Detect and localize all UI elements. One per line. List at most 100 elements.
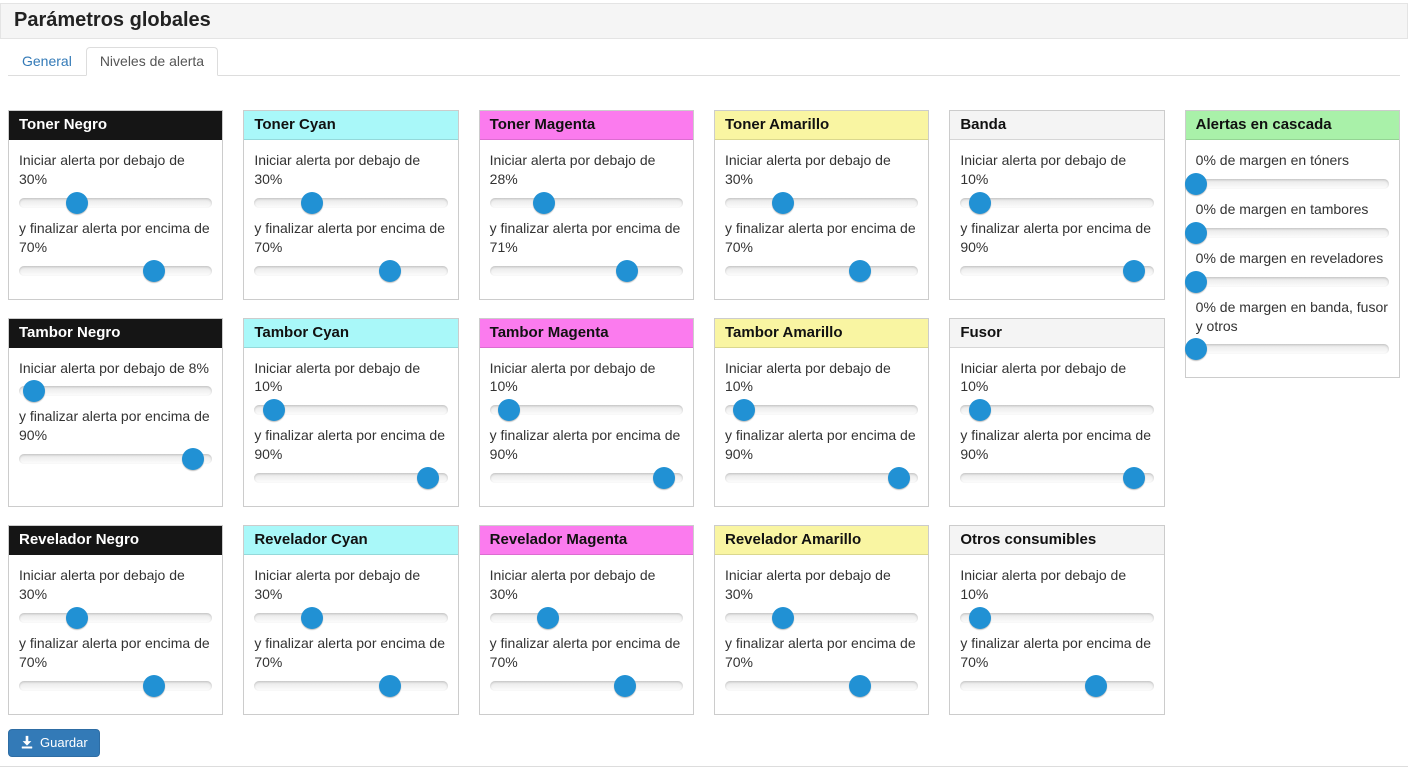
slider-track[interactable]	[960, 473, 1154, 484]
tab-niveles-de-alerta[interactable]: Niveles de alerta	[85, 47, 219, 76]
start-threshold-slider[interactable]	[960, 191, 1154, 215]
start-threshold-slider[interactable]	[489, 191, 683, 215]
slider-track[interactable]	[19, 680, 213, 691]
slider-track[interactable]	[960, 405, 1154, 416]
slider-thumb[interactable]	[23, 380, 46, 403]
slider-thumb[interactable]	[143, 674, 166, 697]
slider-thumb[interactable]	[968, 191, 991, 214]
slider-track[interactable]	[19, 265, 213, 276]
slider-thumb[interactable]	[968, 606, 991, 629]
slider-track[interactable]	[19, 612, 213, 623]
slider-thumb[interactable]	[1123, 259, 1146, 282]
slider-thumb[interactable]	[65, 191, 88, 214]
slider-thumb[interactable]	[1084, 674, 1107, 697]
save-button[interactable]: Guardar	[8, 728, 100, 757]
slider-thumb[interactable]	[1184, 338, 1207, 361]
start-threshold-slider[interactable]	[724, 606, 919, 630]
slider-track[interactable]	[960, 680, 1154, 691]
slider-thumb[interactable]	[378, 259, 401, 282]
slider-track[interactable]	[724, 680, 919, 691]
slider-thumb[interactable]	[181, 448, 204, 471]
start-threshold-slider[interactable]	[19, 379, 213, 403]
slider-track[interactable]	[254, 680, 448, 691]
slider-thumb[interactable]	[1184, 172, 1207, 195]
start-threshold-slider[interactable]	[724, 398, 919, 422]
slider-thumb[interactable]	[771, 191, 794, 214]
start-threshold-slider[interactable]	[254, 398, 448, 422]
slider-thumb[interactable]	[301, 191, 324, 214]
slider-thumb[interactable]	[733, 399, 756, 422]
end-threshold-slider[interactable]	[19, 259, 213, 283]
start-threshold-slider[interactable]	[19, 191, 213, 215]
slider-thumb[interactable]	[613, 674, 636, 697]
end-threshold-slider[interactable]	[960, 466, 1154, 490]
slider-thumb[interactable]	[262, 399, 285, 422]
slider-thumb[interactable]	[65, 606, 88, 629]
slider-track[interactable]	[254, 473, 448, 484]
slider-track[interactable]	[254, 197, 448, 208]
end-threshold-slider[interactable]	[489, 259, 683, 283]
cascade-margin-slider[interactable]	[1184, 172, 1389, 196]
end-threshold-slider[interactable]	[254, 674, 448, 698]
slider-track[interactable]	[254, 405, 448, 416]
slider-track[interactable]	[19, 454, 213, 465]
slider-track[interactable]	[960, 197, 1154, 208]
start-threshold-slider[interactable]	[724, 191, 919, 215]
slider-track[interactable]	[489, 612, 683, 623]
slider-thumb[interactable]	[615, 259, 638, 282]
slider-thumb[interactable]	[968, 399, 991, 422]
slider-track[interactable]	[254, 612, 448, 623]
end-threshold-slider[interactable]	[254, 466, 448, 490]
slider-thumb[interactable]	[849, 259, 872, 282]
slider-track[interactable]	[19, 197, 213, 208]
slider-thumb[interactable]	[301, 606, 324, 629]
slider-track[interactable]	[1195, 276, 1389, 287]
slider-thumb[interactable]	[417, 467, 440, 490]
slider-track[interactable]	[724, 473, 919, 484]
slider-track[interactable]	[489, 265, 683, 276]
start-threshold-slider[interactable]	[19, 606, 213, 630]
slider-thumb[interactable]	[771, 606, 794, 629]
start-threshold-slider[interactable]	[960, 398, 1154, 422]
end-threshold-slider[interactable]	[960, 674, 1154, 698]
slider-track[interactable]	[724, 405, 919, 416]
slider-track[interactable]	[1195, 178, 1389, 189]
slider-thumb[interactable]	[1123, 467, 1146, 490]
start-threshold-slider[interactable]	[489, 606, 683, 630]
slider-track[interactable]	[489, 473, 683, 484]
slider-thumb[interactable]	[143, 259, 166, 282]
start-threshold-slider[interactable]	[960, 606, 1154, 630]
slider-thumb[interactable]	[1184, 270, 1207, 293]
slider-track[interactable]	[489, 405, 683, 416]
end-threshold-slider[interactable]	[960, 259, 1154, 283]
end-threshold-slider[interactable]	[19, 674, 213, 698]
tab-general[interactable]: General	[22, 53, 72, 69]
end-threshold-slider[interactable]	[724, 259, 919, 283]
cascade-margin-slider[interactable]	[1184, 270, 1389, 294]
slider-track[interactable]	[489, 680, 683, 691]
end-threshold-slider[interactable]	[254, 259, 448, 283]
end-threshold-slider[interactable]	[724, 674, 919, 698]
slider-thumb[interactable]	[849, 674, 872, 697]
start-threshold-slider[interactable]	[254, 191, 448, 215]
slider-thumb[interactable]	[652, 467, 675, 490]
start-threshold-slider[interactable]	[489, 398, 683, 422]
slider-thumb[interactable]	[536, 606, 559, 629]
slider-track[interactable]	[724, 612, 919, 623]
end-threshold-slider[interactable]	[19, 447, 213, 471]
end-threshold-slider[interactable]	[724, 466, 919, 490]
slider-thumb[interactable]	[1184, 221, 1207, 244]
slider-track[interactable]	[960, 265, 1154, 276]
slider-thumb[interactable]	[378, 674, 401, 697]
end-threshold-slider[interactable]	[489, 674, 683, 698]
slider-track[interactable]	[1195, 227, 1389, 238]
end-threshold-slider[interactable]	[489, 466, 683, 490]
cascade-margin-slider[interactable]	[1184, 221, 1389, 245]
slider-track[interactable]	[724, 265, 919, 276]
slider-thumb[interactable]	[497, 399, 520, 422]
slider-track[interactable]	[724, 197, 919, 208]
slider-thumb[interactable]	[532, 191, 555, 214]
cascade-margin-slider[interactable]	[1184, 337, 1389, 361]
slider-track[interactable]	[489, 197, 683, 208]
start-threshold-slider[interactable]	[254, 606, 448, 630]
